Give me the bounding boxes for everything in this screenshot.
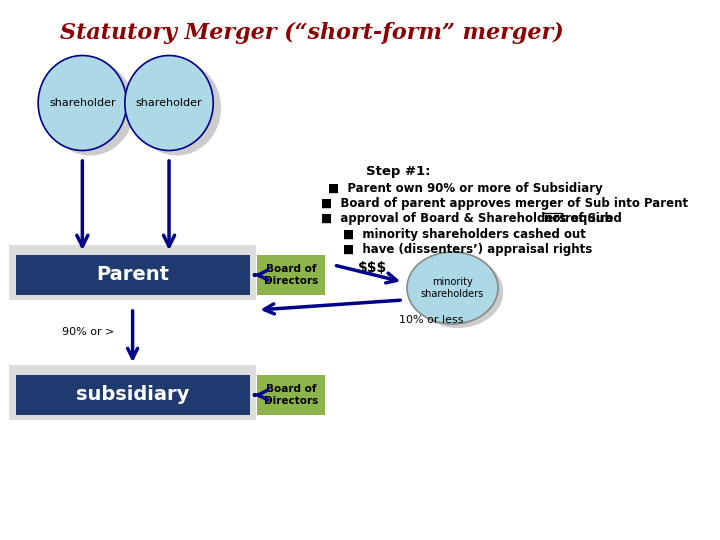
- FancyBboxPatch shape: [258, 255, 325, 295]
- Text: $$$: $$$: [358, 261, 387, 275]
- Text: ■  approval of Board & Shareholders of Sub: ■ approval of Board & Shareholders of Su…: [320, 212, 617, 225]
- Ellipse shape: [412, 256, 503, 328]
- Text: Parent: Parent: [96, 266, 169, 285]
- Text: ■  Parent own 90% or more of Subsidiary: ■ Parent own 90% or more of Subsidiary: [328, 182, 603, 195]
- FancyBboxPatch shape: [16, 375, 250, 415]
- Text: shareholder: shareholder: [49, 98, 116, 108]
- Ellipse shape: [407, 252, 498, 324]
- Text: ■  have (dissenters’) appraisal rights: ■ have (dissenters’) appraisal rights: [343, 243, 593, 256]
- FancyBboxPatch shape: [258, 375, 325, 415]
- Text: ■  Board of parent approves merger of Sub into Parent: ■ Board of parent approves merger of Sub…: [320, 197, 688, 210]
- Text: Statutory Merger (“short-form” merger): Statutory Merger (“short-form” merger): [60, 22, 564, 44]
- Text: ■  minority shareholders cashed out: ■ minority shareholders cashed out: [343, 228, 586, 241]
- Text: shareholder: shareholder: [136, 98, 202, 108]
- FancyBboxPatch shape: [9, 245, 256, 300]
- FancyBboxPatch shape: [9, 365, 256, 420]
- Text: Board of
Directors: Board of Directors: [264, 264, 318, 286]
- Ellipse shape: [132, 60, 221, 156]
- Text: not: not: [544, 212, 567, 225]
- Text: subsidiary: subsidiary: [76, 386, 189, 404]
- Text: 10% or less: 10% or less: [400, 315, 464, 325]
- Text: 90% or >: 90% or >: [63, 327, 114, 337]
- Text: required: required: [561, 212, 622, 225]
- Ellipse shape: [46, 60, 135, 156]
- Text: minority
shareholders: minority shareholders: [421, 277, 484, 299]
- Text: Step #1:: Step #1:: [366, 165, 431, 178]
- Text: Board of
Directors: Board of Directors: [264, 384, 318, 406]
- Ellipse shape: [125, 56, 213, 151]
- Ellipse shape: [38, 56, 127, 151]
- FancyBboxPatch shape: [16, 255, 250, 295]
